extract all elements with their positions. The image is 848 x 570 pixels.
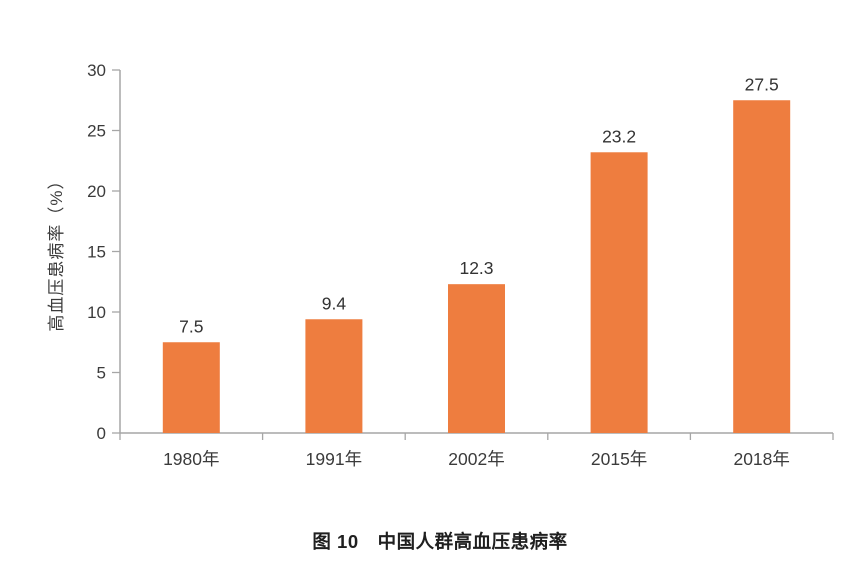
bar [590, 152, 648, 433]
bar [733, 100, 791, 433]
bar [305, 319, 363, 433]
bar-value-label: 23.2 [602, 126, 636, 146]
x-category-label: 2018年 [733, 449, 789, 469]
y-axis: 0 5 10 15 20 25 30 [87, 61, 120, 443]
y-tick-label: 20 [87, 182, 106, 201]
bar-value-label: 9.4 [322, 293, 347, 313]
bars-group: 7.5 9.4 12.3 23.2 27.5 [162, 74, 791, 433]
x-category-label: 1991年 [306, 449, 362, 469]
bar-value-label: 27.5 [745, 74, 779, 94]
bar-chart: 0 5 10 15 20 25 30 1980年 1991年 2002年 2015年 2018年 7.5… [47, 61, 834, 469]
bar [448, 284, 505, 433]
bar-value-label: 12.3 [459, 258, 493, 278]
y-tick-label: 0 [97, 424, 106, 443]
figure-caption: 图 10 中国人群高血压患病率 [312, 531, 568, 552]
bar-value-label: 7.5 [179, 316, 203, 336]
y-tick-label: 5 [97, 364, 106, 383]
y-tick-label: 30 [87, 61, 106, 80]
y-tick-label: 25 [87, 122, 106, 141]
x-category-label: 2015年 [591, 449, 647, 469]
x-category-label: 1980年 [163, 449, 219, 469]
y-axis-title: 高血压患病率（%） [47, 171, 66, 331]
bar [162, 342, 220, 433]
y-tick-label: 15 [87, 243, 106, 262]
x-axis: 1980年 1991年 2002年 2015年 2018年 [119, 433, 834, 469]
y-tick-label: 10 [87, 303, 106, 322]
x-category-label: 2002年 [448, 449, 504, 469]
